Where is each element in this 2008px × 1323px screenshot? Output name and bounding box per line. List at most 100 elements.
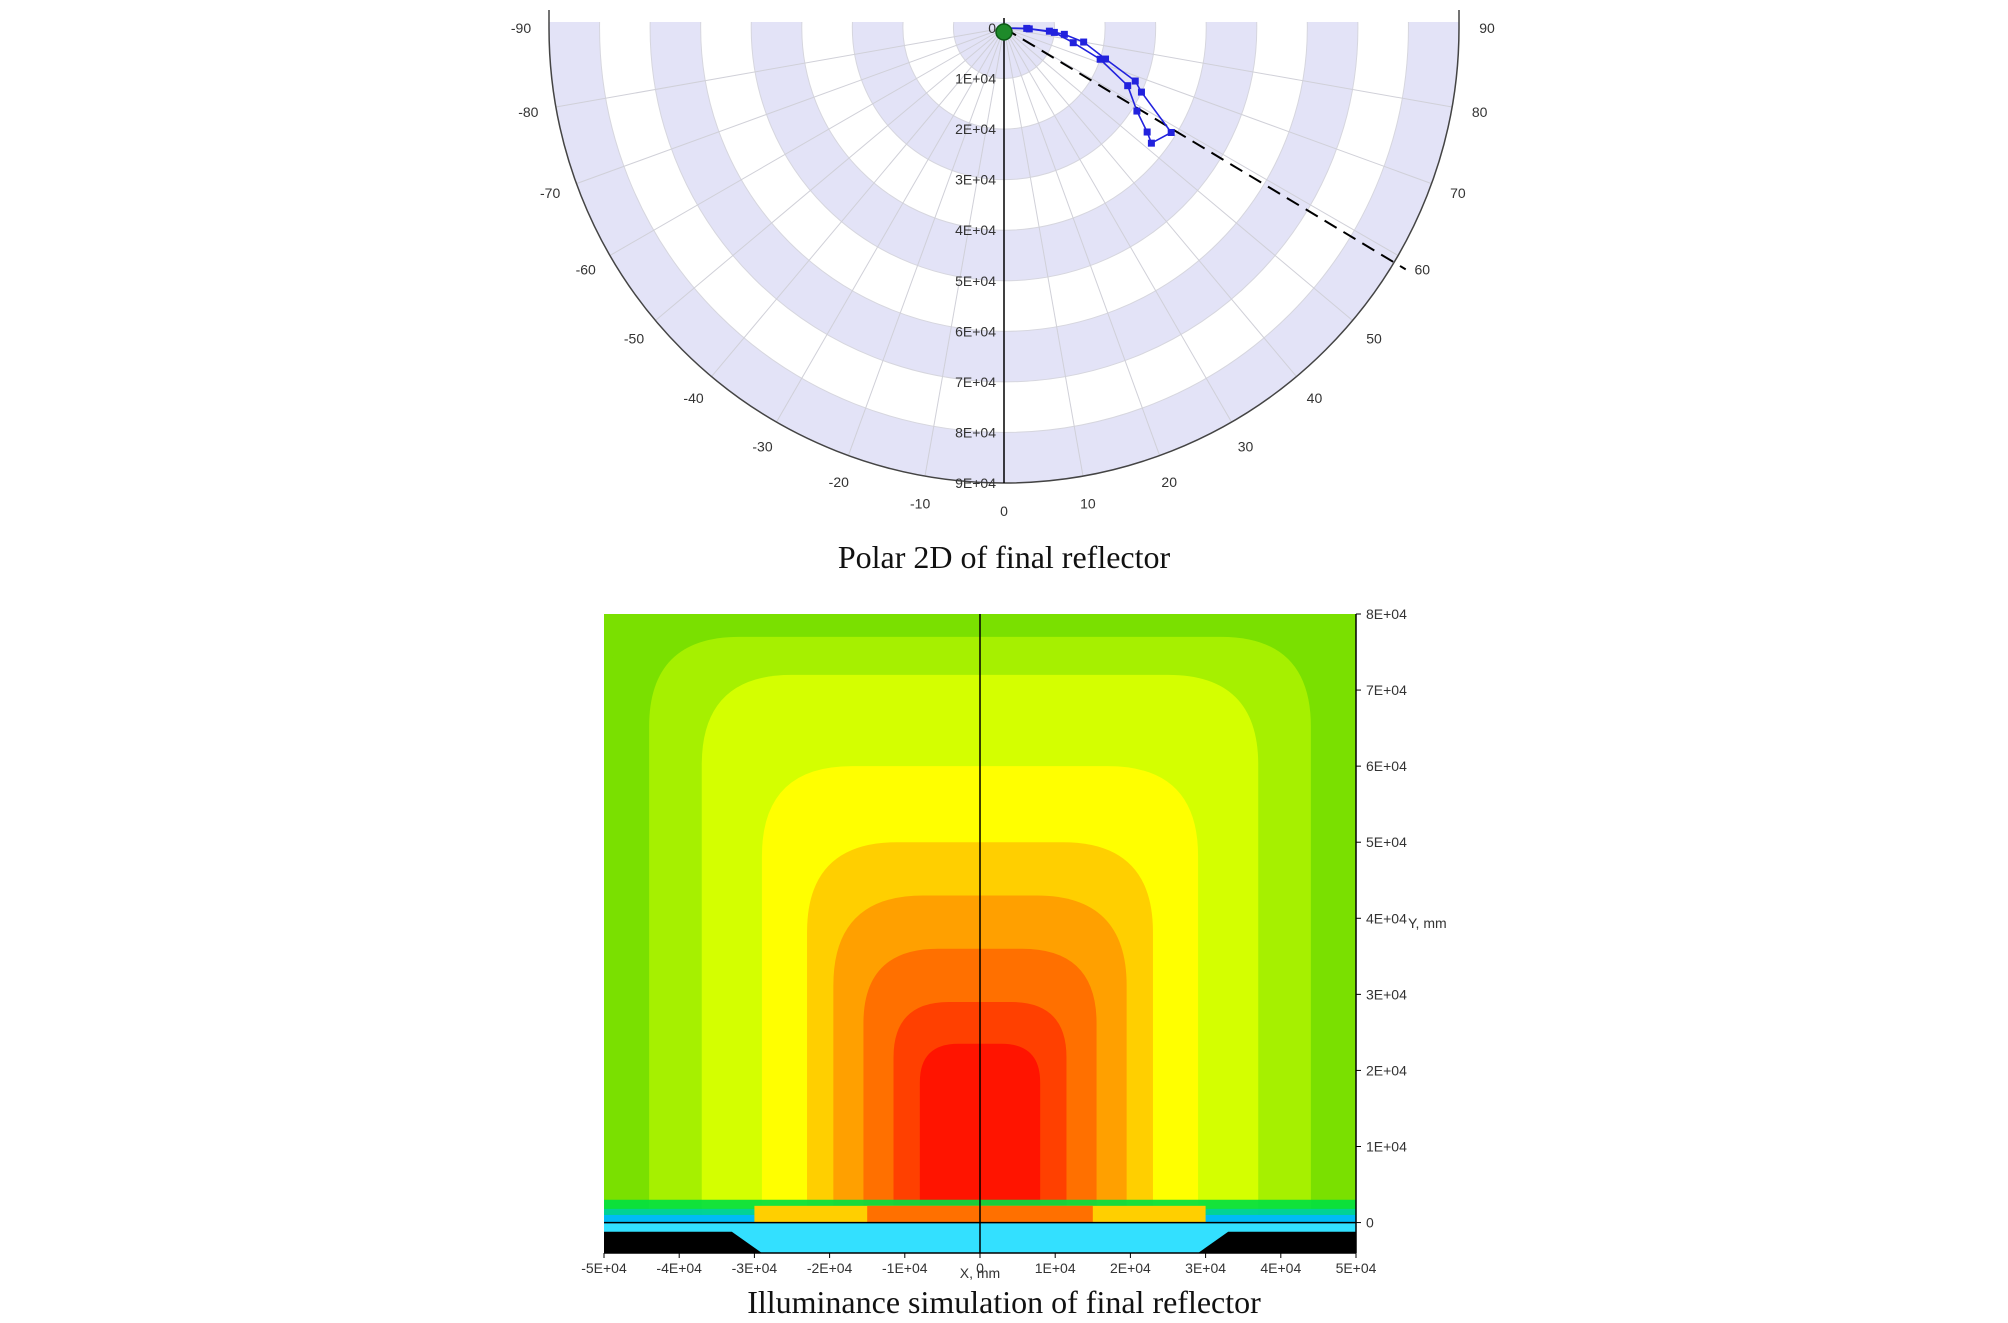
- polar-data-point: [1023, 24, 1031, 32]
- polar-spoke: [1003, 27, 1432, 185]
- x-tick-label: -1E+04: [882, 1260, 928, 1276]
- angle-tick-label: 10: [1080, 496, 1096, 512]
- x-tick-label: -4E+04: [656, 1260, 702, 1276]
- polar-angle-labels: -90 -80 -70 -60 -50 -40 -30 -20 -10 90 80 70 60 50 40 3…: [511, 20, 1495, 519]
- polar-spoke: [555, 27, 1005, 108]
- polar-spoke: [609, 27, 1005, 256]
- polar-spoke: [1003, 27, 1353, 321]
- y-tick-label: 2E+04: [1366, 1062, 1407, 1078]
- angle-tick-label: -60: [576, 262, 596, 278]
- heatmap-caption: Illuminance simulation of final reflecto…: [747, 1284, 1261, 1320]
- y-tick-label: 8E+04: [1366, 606, 1407, 622]
- polar-data-point: [1124, 82, 1132, 90]
- polar-spokes: [555, 27, 1453, 477]
- angle-tick-label: -80: [518, 104, 538, 120]
- polar-axis: [548, 10, 1460, 484]
- angle-tick-label: 90: [1479, 20, 1495, 36]
- x-tick-label: 3E+04: [1185, 1260, 1226, 1276]
- y-axis-label: Y, mm: [1408, 915, 1447, 931]
- polar-spoke: [1003, 27, 1161, 456]
- polar-series: [995, 23, 1175, 147]
- y-tick-label: 6E+04: [1366, 758, 1407, 774]
- heatmap-axes: [604, 614, 1357, 1254]
- polar-spoke: [655, 27, 1005, 321]
- x-tick-label: -5E+04: [581, 1260, 627, 1276]
- polar-spoke: [924, 27, 1005, 477]
- radial-tick-label: 7E+04: [955, 374, 996, 390]
- angle-tick-label: -40: [683, 390, 703, 406]
- polar-radial-labels: 0 1E+04 2E+04 3E+04 4E+04 5E+04 6E+04 7E+04 8E+0…: [955, 20, 996, 491]
- x-tick-label: 5E+04: [1336, 1260, 1377, 1276]
- x-tick-label: 2E+04: [1110, 1260, 1151, 1276]
- radial-tick-label: 8E+04: [955, 424, 996, 440]
- x-tick-label: -2E+04: [807, 1260, 853, 1276]
- angle-tick-label: 70: [1450, 185, 1466, 201]
- heatmap-y-ticks: 0 1E+04 2E+04 3E+04 4E+04 5E+04 6E+04 7E+04 8E+0…: [1356, 606, 1407, 1231]
- polar-chart: 0 1E+04 2E+04 3E+04 4E+04 5E+04 6E+04 7E+04 8E+0…: [511, 10, 1495, 575]
- polar-spoke: [576, 27, 1005, 185]
- polar-reference-line: [1003, 27, 1407, 271]
- angle-tick-label: -90: [511, 20, 531, 36]
- angle-tick-label: 20: [1161, 474, 1177, 490]
- radial-tick-label: 5E+04: [955, 273, 996, 289]
- polar-spoke: [1003, 27, 1084, 477]
- polar-reference-line: [1003, 27, 1407, 271]
- angle-tick-label: 30: [1238, 438, 1254, 454]
- polar-data-point: [1050, 28, 1058, 36]
- y-tick-label: 5E+04: [1366, 834, 1407, 850]
- angle-tick-label: -70: [540, 185, 560, 201]
- heatmap-x-ticks: -5E+04 -4E+04 -3E+04 -2E+04 -1E+04 0 1E+04 2E+0…: [581, 1253, 1377, 1276]
- radial-tick-label: 6E+04: [955, 323, 996, 339]
- radial-tick-label: 1E+04: [955, 71, 996, 87]
- polar-data-point: [1147, 139, 1155, 147]
- x-tick-label: 1E+04: [1035, 1260, 1076, 1276]
- polar-spoke: [711, 27, 1005, 377]
- polar-data-point: [1102, 55, 1110, 63]
- polar-data-point: [1069, 39, 1077, 47]
- x-axis-label: X, mm: [960, 1265, 1000, 1281]
- polar-data-point: [1080, 38, 1088, 46]
- angle-tick-label: -30: [752, 438, 772, 454]
- angle-tick-label: 60: [1415, 262, 1431, 278]
- x-tick-label: -3E+04: [732, 1260, 778, 1276]
- polar-spoke: [1003, 27, 1399, 256]
- polar-data-point: [1167, 128, 1175, 136]
- source-marker: [995, 23, 1013, 41]
- polar-spoke: [1003, 27, 1232, 423]
- polar-data-point: [1096, 55, 1104, 63]
- polar-caption: Polar 2D of final reflector: [838, 539, 1171, 575]
- radial-tick-label: 2E+04: [955, 121, 996, 137]
- angle-tick-label: -10: [910, 496, 930, 512]
- y-tick-label: 4E+04: [1366, 910, 1407, 926]
- angle-tick-label: 0: [1000, 503, 1008, 519]
- angle-tick-label: 50: [1366, 330, 1382, 346]
- radial-tick-label: 3E+04: [955, 172, 996, 188]
- angle-tick-label: -20: [829, 474, 849, 490]
- polar-data-point: [1131, 77, 1139, 85]
- polar-spoke: [1003, 27, 1297, 377]
- y-tick-label: 0: [1366, 1215, 1374, 1231]
- x-tick-label: 4E+04: [1260, 1260, 1301, 1276]
- polar-data-point: [1137, 88, 1145, 96]
- angle-tick-label: -50: [624, 330, 644, 346]
- radial-tick-label: 0: [988, 20, 996, 36]
- polar-data-point: [1133, 107, 1141, 115]
- polar-data-point: [1143, 128, 1151, 136]
- y-tick-label: 1E+04: [1366, 1139, 1407, 1155]
- angle-tick-label: 40: [1307, 390, 1323, 406]
- polar-data-point: [1045, 27, 1053, 35]
- x-tick-label: 0: [976, 1260, 984, 1276]
- radial-tick-label: 9E+04: [955, 475, 996, 491]
- heatmap-shadow-right: [1198, 1231, 1356, 1253]
- illuminance-chart: -5E+04 -4E+04 -3E+04 -2E+04 -1E+04 0 1E+04 2E+0…: [581, 606, 1446, 1320]
- polar-spoke: [776, 27, 1005, 423]
- y-tick-label: 3E+04: [1366, 986, 1407, 1002]
- angle-tick-label: 80: [1472, 104, 1488, 120]
- y-tick-label: 7E+04: [1366, 682, 1407, 698]
- polar-spoke: [1003, 27, 1453, 108]
- heatmap-shadow-left: [604, 1231, 762, 1253]
- polar-spoke: [847, 27, 1005, 456]
- radial-tick-label: 4E+04: [955, 222, 996, 238]
- polar-data-point: [1060, 30, 1068, 38]
